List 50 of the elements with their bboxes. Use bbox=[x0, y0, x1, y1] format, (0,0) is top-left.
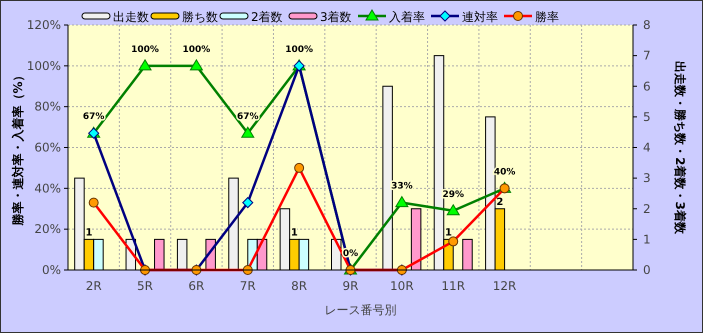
point bbox=[395, 196, 408, 208]
data-label: 1 bbox=[290, 227, 298, 238]
x-tick-label: 7R bbox=[240, 279, 256, 293]
x-tick-label: 12R bbox=[492, 279, 516, 293]
point bbox=[242, 197, 254, 208]
y2-axis-title: 出走数・勝ち数・2着数・3着数 bbox=[673, 61, 687, 235]
point bbox=[138, 59, 152, 70]
legend-label: 勝ち数 bbox=[182, 10, 218, 24]
x-tick-label: 8R bbox=[291, 279, 308, 293]
point bbox=[241, 126, 254, 138]
y-tick-label: 80% bbox=[34, 100, 61, 114]
point bbox=[190, 59, 203, 70]
data-label: 1 bbox=[444, 227, 452, 238]
y2-tick-label: 6 bbox=[643, 79, 651, 94]
data-label: 1 bbox=[85, 227, 92, 238]
x-tick-label: 6R bbox=[188, 279, 204, 293]
data-label: 67% bbox=[82, 112, 104, 122]
legend-label: 3着数 bbox=[320, 10, 352, 24]
data-label: 2 bbox=[496, 196, 504, 208]
y-tick-label: 0% bbox=[42, 263, 61, 277]
y2-tick-label: 3 bbox=[643, 171, 651, 186]
legend-label: 連対率 bbox=[462, 10, 498, 24]
y2-tick-label: 8 bbox=[643, 18, 651, 32]
y-tick-label: 40% bbox=[34, 181, 61, 196]
y2-tick-label: 0 bbox=[643, 263, 651, 277]
data-label: 100% bbox=[182, 44, 210, 55]
legend-label: 出走数 bbox=[113, 10, 149, 24]
y-axis-title: 勝率・連対率・入着率（%） bbox=[11, 69, 25, 227]
y2-tick-label: 2 bbox=[643, 202, 651, 216]
data-label: 67% bbox=[237, 112, 259, 122]
x-tick-label: 2R bbox=[86, 279, 102, 293]
x-tick-label: 5R bbox=[137, 279, 154, 293]
x-tick-label: 11R bbox=[441, 279, 466, 293]
legend-label: 2着数 bbox=[251, 10, 283, 24]
y2-tick-label: 7 bbox=[643, 48, 651, 63]
y-tick-label: 60% bbox=[34, 140, 61, 154]
y2-tick-label: 5 bbox=[643, 110, 651, 124]
data-label: 100% bbox=[285, 44, 314, 55]
legend-label: 入着率 bbox=[389, 10, 425, 24]
point bbox=[446, 204, 460, 216]
y2-tick-label: 1 bbox=[643, 232, 651, 246]
y-tick-label: 120% bbox=[26, 18, 61, 32]
x-axis-title: レース番号別 bbox=[324, 303, 396, 317]
data-label: 100% bbox=[131, 44, 159, 55]
y2-tick-label: 4 bbox=[643, 140, 651, 154]
y-tick-label: 20% bbox=[34, 222, 61, 236]
y-tick-label: 100% bbox=[26, 58, 61, 73]
legend-label: 勝率 bbox=[535, 10, 559, 24]
x-tick-label: 10R bbox=[390, 279, 414, 293]
x-tick-label: 9R bbox=[342, 279, 358, 293]
